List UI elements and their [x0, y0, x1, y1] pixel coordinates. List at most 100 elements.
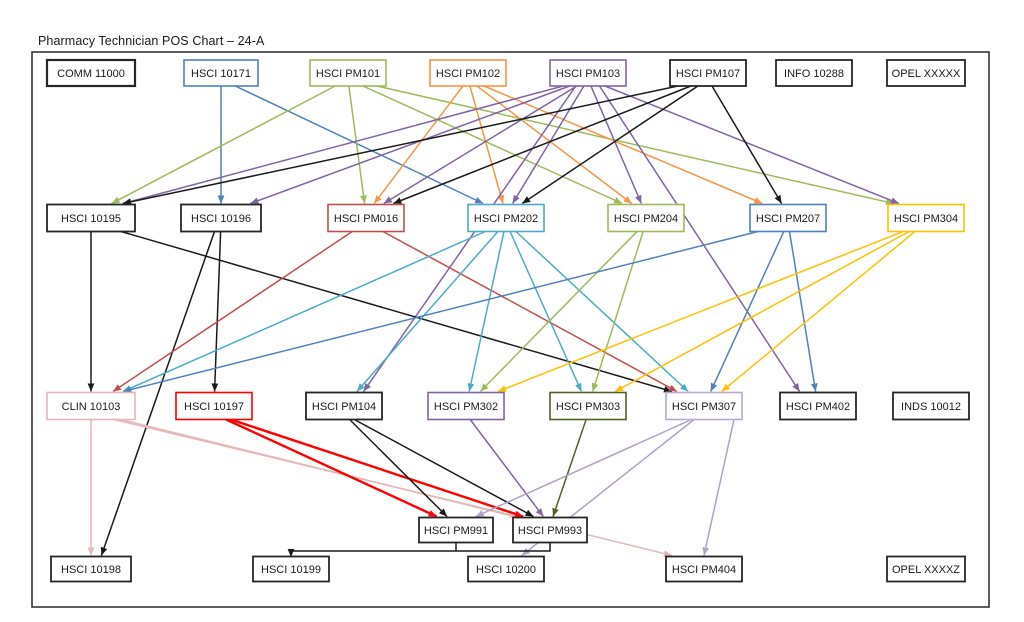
- arrowhead: [663, 386, 672, 393]
- edge-HSCIPM102-to-HSCIPM207: [483, 85, 763, 205]
- course-box-label: HSCI PM404: [672, 564, 736, 576]
- course-box-label: OPEL XXXXZ: [892, 564, 960, 576]
- edge-HSCIPM302-to-HSCIPM993: [469, 419, 544, 517]
- course-box-hscipm102: HSCI PM102: [429, 59, 507, 87]
- course-box-label: HSCI PM402: [786, 401, 850, 413]
- arrowhead: [100, 546, 108, 556]
- course-box-label: HSCI PM304: [894, 213, 958, 225]
- course-box-label: HSCI PM204: [614, 213, 678, 225]
- edge-HSCIPM304-to-HSCIPM307: [721, 230, 916, 393]
- course-box-hscipm307: HSCI PM307: [665, 391, 743, 421]
- course-box-border: [427, 391, 505, 421]
- edge-HSCIPM202-to-CLIN10103: [122, 230, 486, 393]
- edge-HSCIPM107-to-HSCIPM016: [393, 85, 692, 205]
- arrowhead: [474, 197, 484, 204]
- chart-title: Pharmacy Technician POS Chart – 24-A: [38, 34, 265, 48]
- course-box-border: [886, 59, 966, 87]
- edge-HSCIPM104-to-HSCIPM991: [349, 418, 448, 518]
- course-box-label: HSCI 10171: [191, 68, 251, 80]
- course-box-border: [305, 391, 383, 421]
- course-box-label: HSCI 10200: [476, 564, 536, 576]
- course-box-border: [45, 58, 137, 88]
- course-box-border: [549, 59, 627, 87]
- arrowhead: [357, 383, 365, 392]
- course-box-hscipm202: HSCI PM202: [467, 203, 545, 233]
- course-box-hscipm404: HSCI PM404: [665, 555, 743, 583]
- arrowhead: [123, 386, 132, 393]
- course-box-border: [775, 59, 853, 87]
- course-box-label: HSCI 10195: [61, 213, 121, 225]
- course-box-label: COMM 11000: [57, 68, 125, 80]
- edge-HSCIPM207-to-CLIN10103: [122, 230, 759, 393]
- course-box-border: [665, 391, 743, 421]
- arrowhead: [535, 508, 544, 517]
- course-box-label: HSCI PM102: [436, 68, 500, 80]
- course-box-hscipm107: HSCI PM107: [669, 59, 747, 87]
- course-box-label: HSCI PM103: [556, 68, 620, 80]
- arrowhead: [710, 382, 718, 392]
- course-box-label: HSCI PM303: [556, 401, 620, 413]
- arrowhead: [890, 197, 899, 204]
- arrowhead: [522, 196, 531, 204]
- course-box-hsci10196: HSCI 10196: [180, 203, 262, 233]
- course-box-border: [50, 555, 132, 583]
- course-box-label: HSCI PM302: [434, 401, 498, 413]
- course-box-border: [46, 391, 136, 421]
- edge-HSCIPM303-to-HSCIPM993: [552, 419, 587, 517]
- course-box-hsci10198: HSCI 10198: [50, 555, 132, 583]
- course-box-border: [892, 391, 970, 421]
- edge-HSCIPM207-to-HSCIPM307: [710, 231, 785, 392]
- arrowhead: [811, 383, 818, 392]
- edge-HSCIPM103-to-HSCI10196: [250, 85, 570, 205]
- course-box-border: [887, 203, 965, 233]
- course-box-border: [309, 59, 387, 87]
- course-box-hsci10197: HSCI 10197: [175, 391, 253, 421]
- course-box-hscipm302: HSCI PM302: [427, 391, 505, 421]
- course-box-hscipm104: HSCI PM104: [305, 391, 383, 421]
- course-box-hscipm304: HSCI PM304: [887, 203, 965, 233]
- arrowhead: [512, 194, 520, 204]
- arrowhead: [721, 383, 731, 392]
- course-box-label: HSCI PM101: [316, 68, 380, 80]
- course-box-border: [429, 59, 507, 87]
- edge-HSCIPM202-to-HSCIPM303: [509, 231, 583, 392]
- edge-HSCIPM202-to-HSCIPM104: [356, 231, 499, 392]
- edge-HSCIPM307-to-HSCIPM404: [703, 419, 735, 556]
- course-box-hscipm207: HSCI PM207: [749, 203, 827, 233]
- course-box-border: [886, 555, 966, 583]
- edge-HSCIPM103-to-HSCIPM016: [383, 85, 578, 205]
- chart-frame: [31, 51, 990, 608]
- course-box-border: [549, 391, 627, 421]
- course-box-border: [607, 203, 685, 233]
- arrowhead: [87, 547, 95, 556]
- edge-HSCIPM102-to-HSCIPM204: [476, 85, 633, 205]
- arrowhead: [753, 197, 763, 204]
- arrowhead: [591, 382, 599, 392]
- course-box-label: INFO 10288: [784, 68, 844, 80]
- course-box-label: HSCI 10196: [191, 213, 251, 225]
- arrowhead: [615, 384, 624, 392]
- course-box-label: HSCI 10198: [61, 564, 121, 576]
- course-box-hsci10195: HSCI 10195: [46, 203, 136, 233]
- course-box-border: [180, 203, 262, 233]
- arrowhead: [113, 384, 122, 392]
- arrowhead: [623, 196, 632, 204]
- edge-HSCIPM103-to-HSCIPM304: [604, 85, 900, 205]
- course-box-label: CLIN 10103: [62, 401, 121, 413]
- course-box-border: [418, 516, 494, 544]
- course-box-border: [512, 516, 588, 544]
- course-box-info10288: INFO 10288: [775, 59, 853, 87]
- edge-HSCIPM207-to-HSCIPM402: [788, 231, 817, 392]
- edge-HSCI10196-to-HSCI10197: [213, 231, 222, 392]
- arrowhead: [111, 196, 121, 204]
- arrowhead: [552, 507, 559, 517]
- course-box-opelxxxxz: OPEL XXXXZ: [886, 555, 966, 583]
- edge-HSCIPM104-to-HSCIPM993: [353, 418, 534, 518]
- arrowhead: [383, 196, 393, 204]
- course-box-hsci10171: HSCI 10171: [183, 59, 259, 87]
- arrowhead: [123, 198, 132, 206]
- course-box-comm11000: COMM 11000: [45, 58, 137, 88]
- edge-HSCIPM204-to-HSCIPM302: [479, 230, 638, 393]
- edge-HSCIPM204-to-HSCIPM303: [591, 231, 644, 392]
